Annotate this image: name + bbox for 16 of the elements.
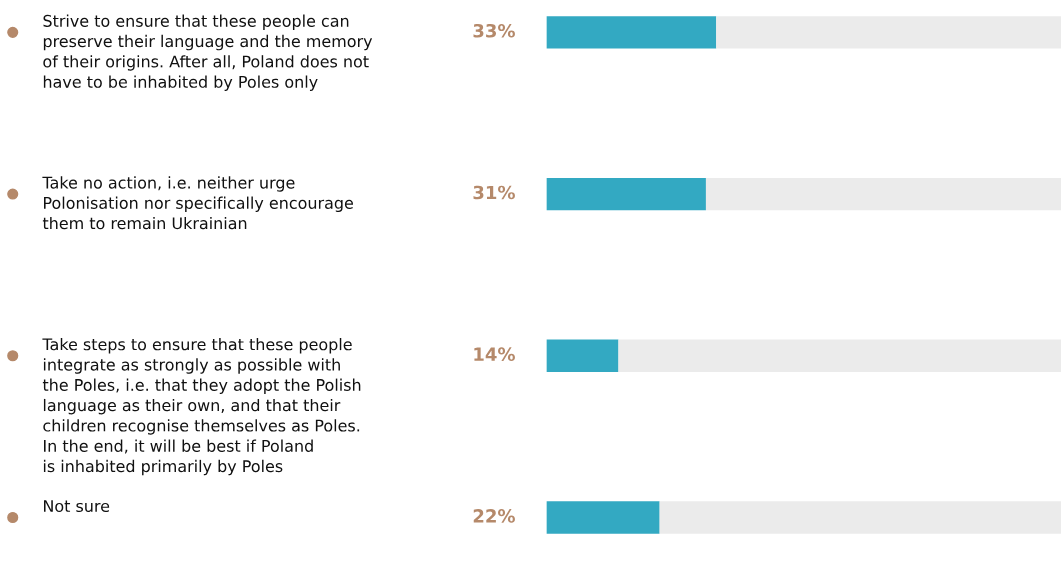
y-tick-label: Not sure bbox=[44, 500, 110, 513]
data-label: 22% bbox=[473, 509, 515, 523]
bar bbox=[716, 16, 1061, 49]
y-tick-label: Take no action, i.e. neither urge Polonisation nor specifically encourage them to remain Ukrainian bbox=[42, 176, 353, 230]
bar bbox=[659, 501, 1061, 534]
data-label: 33% bbox=[473, 23, 515, 38]
bar bbox=[546, 16, 717, 49]
bar bbox=[705, 177, 1061, 211]
y-tick-label: Take steps to ensure that these people integrate as strongly as possible with the Poles, i.e. that they adopt the Polish language as their own, and that their children recognise themselves as Poles. In the end, it will be best if Poland is inhabited primarily by Poles bbox=[42, 337, 361, 476]
data-label: 14% bbox=[474, 347, 515, 362]
data-label: 31% bbox=[473, 185, 515, 200]
bar bbox=[618, 339, 1061, 372]
y-tick-label: Strive to ensure that these people can preserve their language and the memory of their origins. After all, Poland does not have to be inhabited by Poles only bbox=[43, 14, 373, 91]
bar bbox=[546, 339, 619, 372]
bar bbox=[546, 177, 706, 211]
bar bbox=[546, 501, 660, 534]
